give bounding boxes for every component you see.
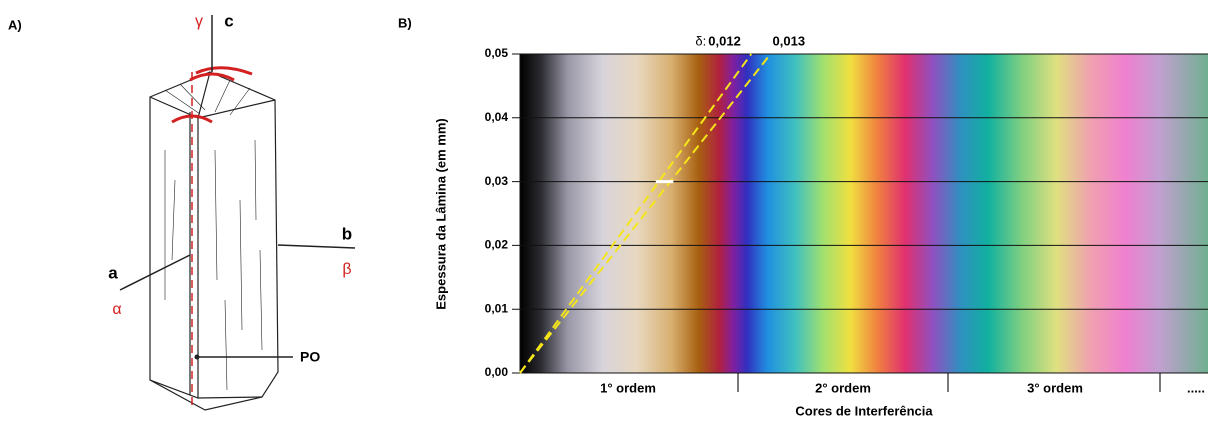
- point-label: PO: [300, 349, 320, 365]
- order-label: 3° ordem: [1027, 380, 1083, 395]
- panel-label: B): [398, 15, 412, 30]
- axis-a: [119, 254, 191, 291]
- y-tick-label: 0,01: [485, 301, 509, 315]
- axis-index: β: [342, 261, 351, 278]
- birefringence-line: [519, 53, 753, 374]
- birefringence-symbol: δ:: [695, 33, 706, 48]
- crystal: [149, 71, 279, 411]
- order-label: 2° ordem: [815, 380, 871, 395]
- axis-index: α: [112, 301, 121, 318]
- birefringence-label: 0,012: [708, 33, 741, 48]
- order-separators: [737, 373, 1161, 392]
- axis-name: b: [342, 224, 352, 243]
- y-tick-label: 0,00: [485, 365, 509, 379]
- order-label: .....: [1187, 380, 1205, 395]
- order-label: 1° ordem: [600, 380, 656, 395]
- axis-name: c: [224, 11, 233, 30]
- arc: [189, 66, 253, 82]
- arc: [171, 114, 213, 124]
- birefringence-line: [519, 53, 772, 374]
- y-axis-label: Espessura da Lâmina (em mm): [433, 118, 448, 309]
- axis-index: γ: [195, 13, 203, 30]
- interference-colors: [520, 54, 1208, 373]
- panel-label: A): [8, 17, 22, 32]
- y-tick-label: 0,04: [485, 110, 509, 124]
- birefringence-label: 0,013: [773, 33, 806, 48]
- axis-name: a: [108, 263, 118, 282]
- y-tick-label: 0,05: [485, 46, 509, 60]
- y-tick-label: 0,03: [485, 174, 509, 188]
- x-axis-label: Cores de Interferência: [795, 403, 933, 418]
- y-tick-label: 0,02: [485, 238, 509, 252]
- axis-b: [277, 244, 356, 249]
